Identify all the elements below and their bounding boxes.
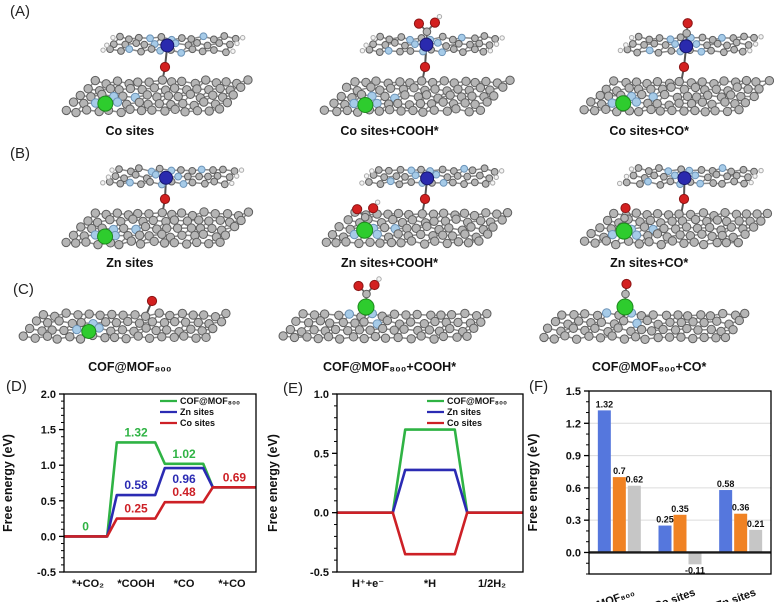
svg-text:COF@MOF₈₀₀: COF@MOF₈₀₀ (447, 396, 507, 406)
molecule-caption: Zn sites (106, 256, 154, 270)
molecule-figure: COF@MOF₈₀₀+CO* (519, 274, 779, 378)
molecule-figure: Zn sites+COOH* (260, 142, 520, 274)
molecule-caption: COF@MOF₈₀₀+CO* (591, 360, 707, 374)
molecule-figure: Co sites (0, 0, 260, 142)
svg-text:1/2H₂: 1/2H₂ (478, 578, 506, 590)
panel-e: (E) H⁺+e⁻ *H 1/2H₂ -0.5 0.0 0.5 1.0 Free energy… (265, 378, 525, 602)
her-free-energy-diagram: H⁺+e⁻ *H 1/2H₂ -0.5 0.0 0.5 1.0 Free energy (eV… (266, 389, 524, 590)
molecule-caption: Zn sites+COOH* (341, 256, 438, 270)
svg-text:0.58: 0.58 (124, 478, 148, 492)
molecule-figure: Zn sites (0, 142, 260, 274)
panel-label-c: (C) (13, 281, 34, 298)
svg-text:0.5: 0.5 (41, 496, 56, 508)
svg-text:1.2: 1.2 (566, 418, 581, 430)
molecule-figure: COF@MOF₈₀₀ (0, 274, 260, 378)
svg-text:1.0: 1.0 (41, 460, 56, 472)
molecule-cof-mof800 (18, 295, 231, 344)
svg-text:0.48: 0.48 (172, 485, 196, 499)
svg-text:0.25: 0.25 (124, 502, 148, 516)
svg-text:0.0: 0.0 (314, 508, 329, 520)
molecule-cof-mof800-co (539, 278, 750, 344)
molecule-caption: Zn sites+CO* (610, 256, 689, 270)
svg-text:1.32: 1.32 (596, 399, 614, 409)
svg-text:Co sites: Co sites (447, 418, 482, 428)
svg-text:*+CO₂: *+CO₂ (72, 578, 104, 590)
svg-text:0.9: 0.9 (566, 451, 581, 463)
free-energy-bar-chart: 1.32 0.70.62 COF@MOF₈₀₀ 0.250.35 -0.11 Co sit… (526, 386, 772, 602)
svg-text:0.3: 0.3 (566, 515, 581, 527)
molecule-co-sites-cooh (319, 13, 515, 117)
panel-label-e: (E) (283, 380, 303, 397)
svg-text:0: 0 (82, 519, 89, 533)
svg-text:1.02: 1.02 (172, 447, 196, 461)
svg-text:0.69: 0.69 (223, 470, 247, 484)
svg-text:Free energy (eV): Free energy (eV) (1, 434, 15, 532)
svg-text:Free energy (eV): Free energy (eV) (526, 434, 540, 532)
svg-text:*CO: *CO (174, 578, 195, 590)
svg-text:Co sites: Co sites (653, 587, 697, 602)
panel-label-d: (D) (6, 378, 27, 395)
co2rr-free-energy-diagram: 0 1.32 1.02 0.96 0.58 0.25 0.48 0.69 *+CO₂ *COOH *… (1, 389, 257, 590)
svg-text:Free energy (eV): Free energy (eV) (266, 434, 280, 532)
svg-text:-0.5: -0.5 (310, 567, 329, 579)
molecule-figure: COF@MOF₈₀₀+COOH* (260, 274, 520, 378)
svg-text:0.0: 0.0 (41, 531, 56, 543)
molecule-zn-sites (61, 164, 253, 250)
panel-d: (D) 0 1.32 1.02 0.96 0.58 0.25 0.48 0.69 *+CO₂ *C… (0, 378, 265, 602)
molecule-caption: COF@MOF₈₀₀+COOH* (322, 360, 457, 374)
molecule-co-sites-co (579, 18, 775, 117)
svg-text:Zn sites: Zn sites (180, 407, 214, 417)
svg-text:0.6: 0.6 (566, 483, 581, 495)
svg-text:*COOH: *COOH (117, 578, 154, 590)
molecule-cof-mof800-cooh (277, 276, 492, 344)
panel-label-b: (B) (10, 145, 30, 162)
svg-text:Co sites: Co sites (180, 418, 215, 428)
svg-text:COF@MOF₈₀₀: COF@MOF₈₀₀ (180, 396, 240, 406)
svg-text:0.0: 0.0 (566, 547, 581, 559)
molecule-zn-sites-co (580, 164, 773, 250)
svg-text:0.58: 0.58 (717, 479, 735, 489)
svg-text:0.7: 0.7 (613, 466, 626, 476)
svg-text:0.96: 0.96 (172, 472, 196, 486)
molecule-figure: Zn sites+CO* (519, 142, 779, 274)
panel-f: (F) 1.32 0.70.62 COF@MOF₈₀₀ 0.250.35 -0.11 Co… (525, 378, 779, 602)
svg-text:1.0: 1.0 (314, 389, 329, 401)
svg-text:*+CO: *+CO (218, 578, 246, 590)
svg-text:0.21: 0.21 (747, 519, 765, 529)
svg-text:0.62: 0.62 (626, 475, 644, 485)
charts-row: (D) 0 1.32 1.02 0.96 0.58 0.25 0.48 0.69 *+CO₂ *C… (0, 378, 779, 602)
svg-text:0.25: 0.25 (656, 515, 674, 525)
svg-text:-0.11: -0.11 (685, 565, 705, 575)
svg-text:1.32: 1.32 (124, 425, 148, 439)
svg-text:*H: *H (424, 578, 436, 590)
molecule-caption: Co sites+CO* (609, 124, 689, 138)
panel-c-row: (C) COF@MOF₈₀₀ COF@MOF₈₀₀+COOH* COF@MOF₈… (0, 274, 779, 378)
svg-text:-0.5: -0.5 (37, 567, 56, 579)
molecule-caption: Co sites+COOH* (340, 124, 439, 138)
svg-text:2.0: 2.0 (41, 389, 56, 401)
molecule-caption: COF@MOF₈₀₀ (88, 360, 172, 374)
svg-text:Zn sites: Zn sites (715, 587, 758, 602)
panel-a-row: (A) Co sites Co sites+COOH* Co sites+CO* (0, 0, 779, 142)
molecule-figure: Co sites+COOH* (260, 0, 520, 142)
svg-text:0.35: 0.35 (671, 504, 689, 514)
molecule-co-sites (61, 32, 253, 118)
panel-label-a: (A) (10, 3, 30, 20)
molecule-zn-sites-cooh (321, 164, 512, 249)
molecule-figure: Co sites+CO* (519, 0, 779, 142)
svg-text:COF@MOF₈₀₀: COF@MOF₈₀₀ (563, 587, 636, 602)
panel-label-f: (F) (529, 378, 549, 395)
svg-text:1.5: 1.5 (566, 386, 581, 398)
svg-text:Zn sites: Zn sites (447, 407, 481, 417)
svg-text:H⁺+e⁻: H⁺+e⁻ (352, 578, 384, 590)
panel-b-row: (B) Zn sites Zn sites+COOH* Zn sites+CO* (0, 142, 779, 274)
svg-text:1.5: 1.5 (41, 425, 56, 437)
svg-text:0.5: 0.5 (314, 448, 329, 460)
svg-text:0.36: 0.36 (732, 503, 750, 513)
molecule-caption: Co sites (105, 124, 155, 138)
